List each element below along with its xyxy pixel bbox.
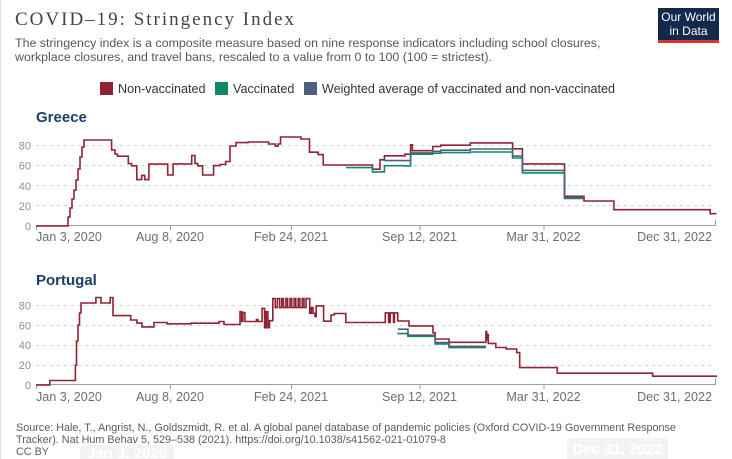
svg-text:Dec 31, 2022: Dec 31, 2022 [637,230,712,244]
svg-text:Dec 31, 2022: Dec 31, 2022 [637,390,712,404]
svg-text:80: 80 [19,141,31,153]
svg-text:40: 40 [19,181,31,193]
svg-text:80: 80 [19,301,31,313]
svg-text:Feb 24, 2021: Feb 24, 2021 [254,230,328,244]
svg-text:0: 0 [25,221,31,233]
svg-text:Aug 8, 2020: Aug 8, 2020 [136,230,204,244]
svg-text:20: 20 [19,201,31,213]
svg-text:Mar 31, 2022: Mar 31, 2022 [506,390,580,404]
svg-text:Jan 3, 2020: Jan 3, 2020 [36,230,102,244]
svg-text:Sep 12, 2021: Sep 12, 2021 [382,230,457,244]
svg-text:Aug 8, 2020: Aug 8, 2020 [136,390,204,404]
svg-text:40: 40 [19,340,31,352]
svg-text:Feb 24, 2021: Feb 24, 2021 [254,390,328,404]
svg-text:Mar 31, 2022: Mar 31, 2022 [506,230,580,244]
svg-text:20: 20 [19,360,31,372]
svg-text:Sep 12, 2021: Sep 12, 2021 [382,390,457,404]
svg-text:Jan 3, 2020: Jan 3, 2020 [36,390,102,404]
svg-text:60: 60 [19,320,31,332]
svg-text:0: 0 [25,380,31,392]
svg-text:60: 60 [19,161,31,173]
